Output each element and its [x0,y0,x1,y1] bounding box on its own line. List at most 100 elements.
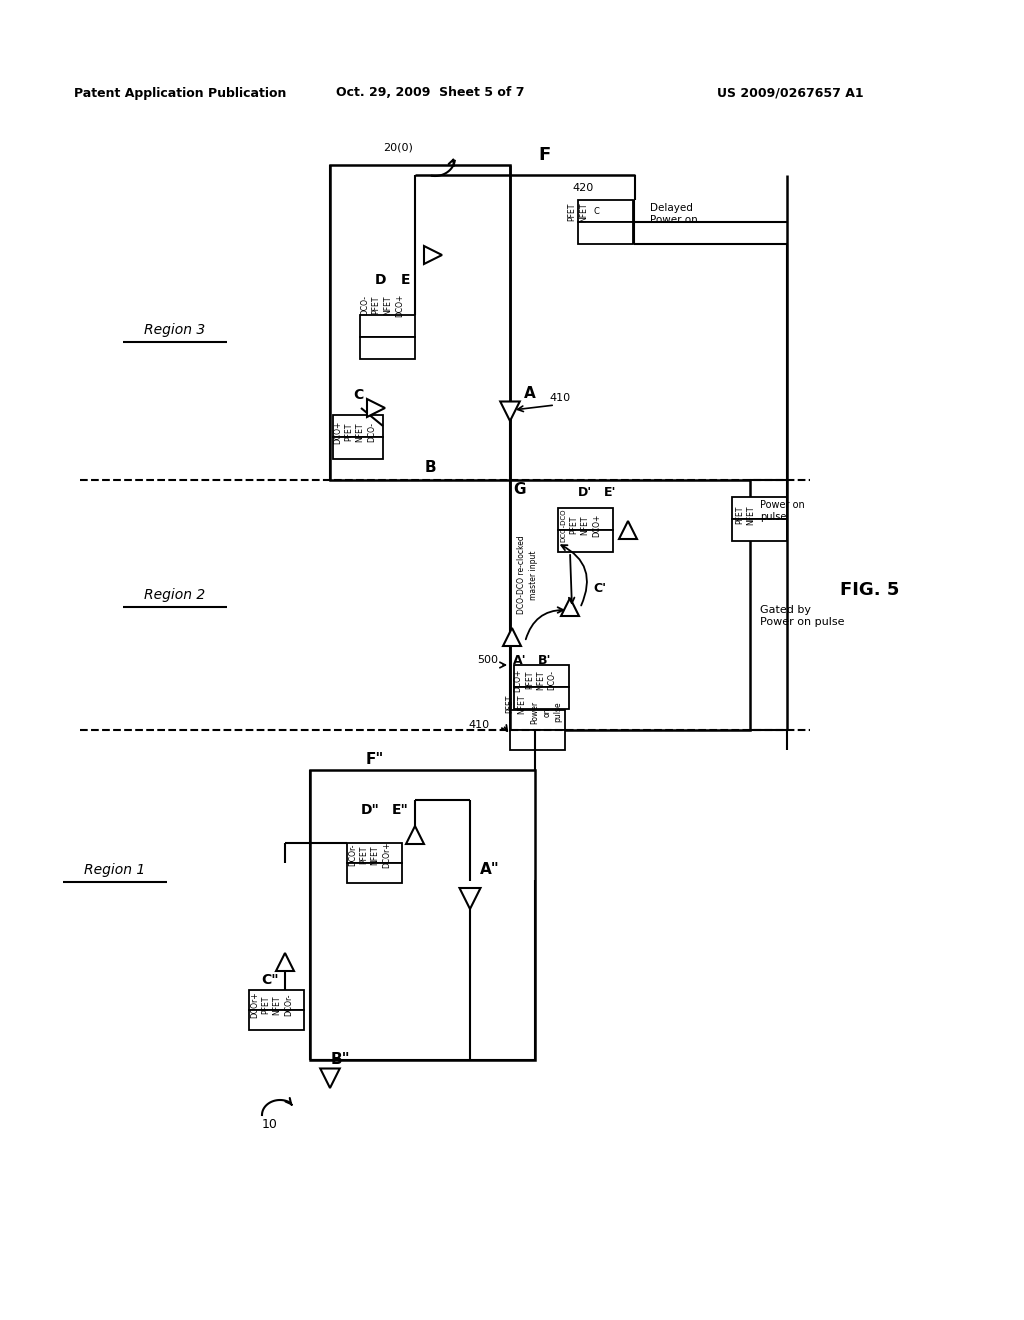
Bar [514,686,569,709]
Text: PFET: PFET [567,203,577,222]
Bar [333,414,383,437]
Text: NFET: NFET [746,506,756,525]
Text: DCO-: DCO- [368,422,377,442]
Text: DCO+: DCO+ [593,513,601,537]
Text: NFET: NFET [537,671,546,690]
Bar [510,710,565,730]
Text: 20(0): 20(0) [383,143,413,153]
Polygon shape [503,628,521,645]
Text: Delayed: Delayed [650,203,693,213]
Text: PFET: PFET [359,846,369,865]
Text: A: A [524,385,536,400]
Bar [578,222,633,244]
Bar [310,770,535,1060]
Text: F": F" [366,752,384,767]
Text: 500: 500 [477,655,498,665]
Text: NFET: NFET [371,845,380,865]
Text: A": A" [480,862,500,878]
Text: DCO+: DCO+ [334,420,342,444]
Text: Oct. 29, 2009  Sheet 5 of 7: Oct. 29, 2009 Sheet 5 of 7 [336,87,524,99]
Polygon shape [276,953,294,972]
Text: B': B' [539,653,552,667]
Bar [510,480,750,730]
Text: NFET: NFET [517,694,526,714]
Text: DCO+: DCO+ [513,668,522,692]
Text: Region 3: Region 3 [144,323,206,337]
Text: DCOr+: DCOr+ [251,991,259,1018]
Bar [347,863,402,883]
Text: 410: 410 [469,719,490,730]
Text: master input: master input [529,550,539,599]
Polygon shape [460,888,480,909]
Text: PFET: PFET [735,506,744,524]
Polygon shape [367,399,385,417]
Text: DCO-: DCO- [548,671,556,690]
Text: PFET: PFET [506,694,514,713]
Bar [510,730,565,750]
Text: PFET: PFET [525,671,535,689]
Bar [558,508,613,531]
Text: NFET: NFET [581,515,590,535]
Text: DCO-: DCO- [360,294,370,315]
Text: Power on pulse: Power on pulse [760,616,845,627]
Text: pulse: pulse [760,512,786,521]
Bar [732,498,787,519]
Bar [558,531,613,552]
Text: A': A' [513,653,526,667]
Bar [333,437,383,459]
Text: PFET: PFET [372,296,381,314]
Text: on: on [543,708,552,717]
Text: D: D [374,273,386,286]
Bar [347,843,402,863]
Text: 420: 420 [572,183,594,193]
Bar [249,1010,304,1030]
Bar [514,665,569,686]
Text: E": E" [391,803,409,817]
Text: C": C" [261,973,279,987]
Bar [578,201,633,222]
Polygon shape [321,1068,340,1088]
Text: 410: 410 [550,393,570,403]
Text: Region 2: Region 2 [144,587,206,602]
Polygon shape [424,246,442,264]
Text: PFET: PFET [569,516,579,535]
Bar [732,519,787,541]
Text: 10: 10 [262,1118,278,1131]
Polygon shape [618,521,637,539]
Text: DCOr-: DCOr- [285,994,294,1016]
Text: Power: Power [530,701,540,723]
Text: E': E' [604,486,616,499]
Text: DCO-DCO: DCO-DCO [560,508,566,541]
Text: DCO-DCO re-clocked: DCO-DCO re-clocked [517,536,526,614]
Text: D': D' [578,486,592,499]
Text: NFET: NFET [384,296,392,314]
Text: pulse: pulse [554,702,562,722]
Text: Power on: Power on [760,500,805,510]
Bar [360,337,415,359]
Text: NFET: NFET [580,202,589,222]
Text: Gated by: Gated by [760,605,811,615]
Text: C: C [353,388,364,403]
Bar [330,165,510,480]
Text: DCOr+: DCOr+ [383,842,391,869]
Text: NFET: NFET [272,995,282,1015]
Bar [249,990,304,1010]
Text: D": D" [360,803,380,817]
Text: B": B" [330,1052,350,1068]
Text: Power on: Power on [650,215,697,224]
Text: Region 1: Region 1 [84,863,145,876]
Text: E: E [400,273,410,286]
Text: DCOr-: DCOr- [348,843,357,866]
Bar [360,315,415,337]
Text: FIG. 5: FIG. 5 [841,581,900,599]
Text: C: C [593,207,599,216]
Text: US 2009/0267657 A1: US 2009/0267657 A1 [717,87,863,99]
Polygon shape [561,598,579,616]
Text: F: F [539,147,551,164]
Text: Patent Application Publication: Patent Application Publication [74,87,286,99]
Text: C': C' [594,582,606,594]
Text: G: G [514,483,526,498]
Text: DCO+: DCO+ [395,293,404,317]
Text: PFET: PFET [261,995,270,1014]
Text: NFET: NFET [355,422,365,442]
